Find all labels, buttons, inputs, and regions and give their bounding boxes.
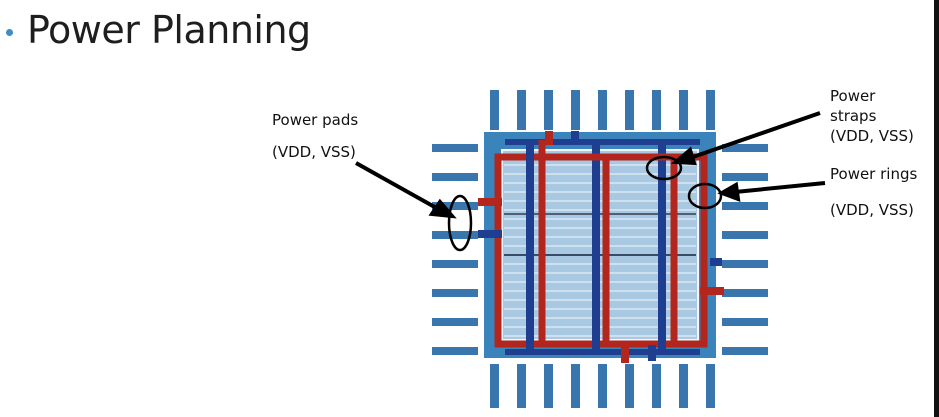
io-pads-top (490, 90, 715, 130)
io-pad (490, 90, 499, 130)
window-edge (934, 0, 939, 417)
pads-callout-ellipse (447, 194, 473, 252)
io-pad (652, 90, 661, 130)
slide-title: Power Planning (27, 8, 311, 52)
io-pad (517, 364, 526, 408)
power-straps-vss (536, 140, 678, 345)
io-pad (544, 90, 553, 130)
power-straps-sublabel: (VDD, VSS) (830, 127, 914, 145)
io-pad (652, 364, 661, 408)
bullet-icon (6, 28, 13, 36)
io-pads-right (722, 144, 768, 355)
io-pad (679, 90, 688, 130)
pads-arrow (355, 161, 441, 212)
power-ring-vdd (505, 139, 700, 355)
power-rings-label: Power rings (830, 165, 918, 183)
io-pads-left (432, 144, 478, 355)
slide-title-row: Power Planning (6, 8, 311, 52)
io-pad (722, 347, 768, 355)
straps-callout-ellipse (645, 155, 683, 181)
io-pad (432, 318, 478, 326)
pad-connections (478, 131, 724, 363)
io-pad (722, 260, 768, 268)
io-pad (432, 289, 478, 297)
power-straps-label-2: straps (830, 107, 877, 125)
io-pad (432, 231, 478, 239)
io-pad (722, 202, 768, 210)
io-pad (722, 231, 768, 239)
io-pad (432, 260, 478, 268)
io-pad (722, 173, 768, 181)
rings-callout-ellipse (687, 182, 723, 210)
io-pad (625, 90, 634, 130)
io-pad (706, 364, 715, 408)
rings-arrowhead (717, 181, 741, 203)
io-pad (432, 347, 478, 355)
power-pads-sublabel: (VDD, VSS) (272, 143, 356, 161)
arrows (355, 111, 826, 219)
io-pad (722, 144, 768, 152)
io-pad (571, 90, 580, 130)
io-pad (544, 364, 553, 408)
straps-arrowhead (670, 146, 697, 166)
io-pad (598, 90, 607, 130)
io-pad (722, 289, 768, 297)
io-pad (432, 202, 478, 210)
straps-arrow (689, 111, 821, 160)
io-pad (722, 318, 768, 326)
io-pad (571, 364, 580, 408)
callouts (447, 155, 723, 252)
power-straps-label: Power (830, 87, 876, 105)
io-pad (517, 90, 526, 130)
power-rings-sublabel: (VDD, VSS) (830, 201, 914, 219)
io-pads-bottom (490, 364, 715, 408)
io-pad (625, 364, 634, 408)
io-pad (432, 144, 478, 152)
io-pad (490, 364, 499, 408)
io-pad (706, 90, 715, 130)
pads-arrowhead (428, 198, 457, 219)
io-pad (432, 173, 478, 181)
io-pad (598, 364, 607, 408)
power-pads-label: Power pads (272, 111, 359, 129)
rings-arrow (734, 181, 826, 194)
io-pad (679, 364, 688, 408)
power-straps-vdd (526, 140, 666, 355)
